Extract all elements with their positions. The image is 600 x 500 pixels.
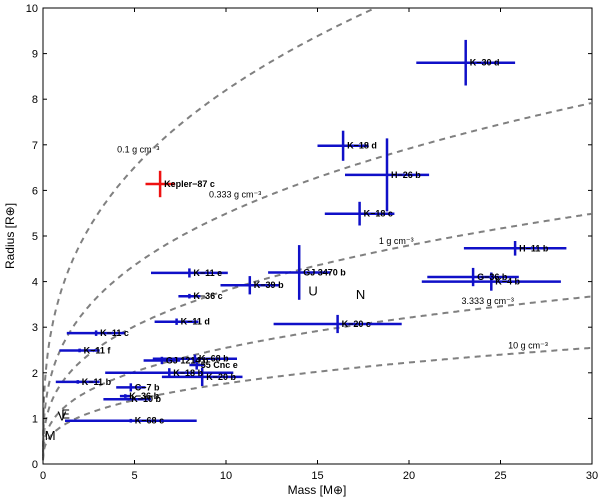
planet-label: K−30 d	[470, 58, 500, 68]
solar-system-letter: U	[308, 283, 317, 298]
planet-label: K−10 b	[131, 394, 161, 404]
y-tick-label: 9	[32, 49, 38, 61]
planet-label: K−18 b	[173, 368, 203, 378]
density-curve	[42, 212, 592, 456]
planet-label: K−20 c	[342, 319, 371, 329]
solar-system-letter: E	[61, 406, 70, 421]
density-curve-label: 1 g cm⁻³	[379, 236, 414, 246]
solar-system-letter: N	[356, 287, 365, 302]
planet-label: GJ 1214 b	[166, 356, 209, 366]
planet-label: C−7 b	[135, 382, 160, 392]
density-curve-label: 0.333 g cm⁻³	[209, 190, 261, 200]
y-tick-label: 8	[32, 94, 38, 106]
x-tick-label: 25	[494, 470, 506, 482]
planet-labels: K−30 d K−18 d H−26 b Kepler−87 c K−18 c H−11 …	[82, 58, 549, 426]
y-tick-label: 0	[32, 459, 38, 471]
planet-label: K−11 d	[181, 317, 210, 327]
density-curve	[42, 102, 592, 453]
planet-label: K−39 b	[254, 280, 284, 290]
planet-label: 55 Cnc e	[201, 360, 238, 370]
planet-label: K−11 c	[100, 328, 129, 338]
planet-label: K−11 f	[84, 346, 112, 356]
x-tick-label: 20	[403, 470, 415, 482]
x-tick-label: 0	[40, 470, 46, 482]
solar-system-letters: U N VEM	[45, 283, 365, 443]
density-curve	[42, 7, 375, 447]
x-tick-label: 30	[586, 470, 598, 482]
x-tick-label: 5	[131, 470, 137, 482]
x-axis-title: Mass [M⊕]	[288, 483, 347, 497]
y-axis-ticks: 0 1 2 3 4 5 6 7 8 9 10	[26, 3, 592, 471]
density-curve-label: 10 g cm⁻³	[508, 341, 548, 351]
y-tick-label: 7	[32, 140, 38, 152]
x-tick-label: 10	[220, 470, 232, 482]
planet-label: K−36 b	[129, 391, 159, 401]
planet-label: K−18 d	[347, 141, 377, 151]
planet-label: K−20 b	[206, 372, 236, 382]
planet-label: GJ 3470 b	[303, 268, 346, 278]
planet-label: K−11 b	[82, 377, 112, 387]
planet-label: K−68 c	[135, 416, 164, 426]
y-tick-label: 6	[32, 185, 38, 197]
planet-label: K−68 b	[199, 354, 229, 364]
x-axis-ticks: 0 5 10 15 20 25 30	[40, 8, 598, 482]
planet-label: H−26 b	[391, 170, 421, 180]
density-curve-labels: 0.1 g cm⁻³ 0.333 g cm⁻³ 1 g cm⁻³ 3.333 g cm…	[117, 144, 548, 350]
y-tick-label: 1	[32, 413, 38, 425]
x-tick-label: 15	[311, 470, 323, 482]
y-tick-label: 2	[32, 368, 38, 380]
planet-error-bars	[55, 39, 567, 423]
y-tick-label: 10	[26, 3, 38, 15]
planet-label: K−18 c	[364, 209, 393, 219]
planet-label: K−36 c	[193, 291, 222, 301]
planet-label: Kepler−87 c	[164, 179, 215, 189]
y-tick-label: 3	[32, 322, 38, 334]
density-curve-label: 0.1 g cm⁻³	[117, 144, 159, 154]
planet-label: H−11 b	[519, 243, 549, 253]
y-tick-label: 5	[32, 231, 38, 243]
solar-system-letter: M	[45, 428, 56, 443]
planet-label: K−11 e	[193, 268, 222, 278]
planet-label: G−36 b	[477, 272, 508, 282]
solar-system-letter: V	[58, 409, 67, 424]
planet-label: K−4 b	[495, 277, 520, 287]
y-tick-label: 4	[32, 277, 38, 289]
density-curve	[42, 346, 592, 461]
density-curve-label: 3.333 g cm⁻³	[462, 296, 514, 306]
y-axis-title: Radius [R⊕]	[3, 203, 17, 269]
